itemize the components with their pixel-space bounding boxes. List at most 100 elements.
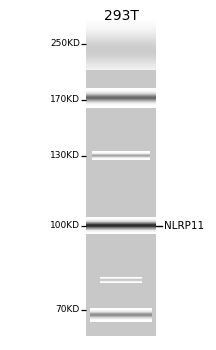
Bar — [86, 25, 156, 27]
Bar — [86, 93, 156, 94]
Bar — [86, 31, 156, 32]
Bar — [86, 106, 156, 107]
Bar — [86, 53, 156, 54]
Bar — [86, 102, 156, 103]
Bar — [86, 92, 156, 93]
Bar — [90, 318, 152, 319]
Bar — [86, 47, 156, 49]
Bar — [86, 88, 156, 89]
Bar — [86, 51, 156, 52]
Bar — [86, 23, 156, 24]
Bar — [86, 42, 156, 43]
Bar — [92, 154, 150, 155]
Bar — [86, 53, 156, 55]
Bar — [86, 38, 156, 40]
Bar — [86, 220, 156, 221]
Bar — [92, 159, 150, 160]
Bar — [86, 37, 156, 39]
Bar — [92, 153, 150, 154]
Bar — [86, 21, 156, 22]
Bar — [86, 24, 156, 25]
Bar — [90, 316, 152, 317]
Bar — [86, 219, 156, 220]
Bar — [86, 65, 156, 66]
Bar — [86, 233, 156, 234]
Bar — [86, 27, 156, 28]
Bar — [86, 39, 156, 41]
Bar — [86, 105, 156, 106]
Bar — [86, 43, 156, 44]
Bar — [92, 152, 150, 153]
Bar — [86, 89, 156, 90]
Bar — [90, 308, 152, 309]
Bar — [92, 157, 150, 158]
Bar — [90, 315, 152, 316]
Bar — [86, 69, 156, 70]
Bar — [86, 97, 156, 98]
Bar — [86, 50, 156, 51]
Text: 250KD: 250KD — [50, 39, 80, 48]
Bar — [92, 158, 150, 159]
Bar — [86, 28, 156, 29]
Bar — [92, 154, 150, 155]
Bar — [86, 230, 156, 231]
Bar — [90, 320, 152, 321]
Bar — [86, 61, 156, 63]
Bar — [90, 309, 152, 310]
Bar — [86, 21, 156, 336]
Bar — [86, 49, 156, 50]
Bar — [90, 310, 152, 311]
Bar — [86, 228, 156, 229]
Bar — [86, 48, 156, 49]
Bar — [86, 49, 156, 50]
Bar — [86, 44, 156, 46]
Bar — [86, 60, 156, 61]
Bar — [86, 67, 156, 68]
Bar — [86, 34, 156, 36]
Text: 100KD: 100KD — [50, 221, 80, 230]
Bar — [86, 226, 156, 227]
Bar — [86, 227, 156, 228]
Bar — [86, 229, 156, 230]
Text: 130KD: 130KD — [50, 151, 80, 160]
Bar — [86, 229, 156, 230]
Bar — [86, 50, 156, 51]
Bar — [86, 96, 156, 97]
Bar — [90, 321, 152, 322]
Bar — [86, 66, 156, 67]
Bar — [86, 45, 156, 46]
Bar — [86, 96, 156, 97]
Bar — [86, 22, 156, 23]
Bar — [86, 26, 156, 27]
Bar — [86, 90, 156, 91]
Bar — [90, 319, 152, 320]
Bar — [86, 29, 156, 30]
Bar — [86, 91, 156, 92]
Bar — [90, 313, 152, 314]
Bar — [86, 55, 156, 56]
Bar — [86, 59, 156, 60]
Bar — [86, 32, 156, 33]
Bar — [86, 68, 156, 69]
Bar — [86, 40, 156, 41]
Bar — [90, 314, 152, 315]
Bar — [86, 34, 156, 35]
Bar — [86, 56, 156, 57]
Bar — [86, 224, 156, 225]
Bar — [86, 104, 156, 105]
Bar — [86, 222, 156, 223]
Bar — [86, 35, 156, 36]
Bar — [86, 93, 156, 94]
Bar — [86, 227, 156, 228]
Bar — [86, 30, 156, 32]
Bar — [90, 318, 152, 319]
Bar — [86, 217, 156, 218]
Bar — [86, 33, 156, 34]
Bar — [86, 36, 156, 37]
Bar — [86, 63, 156, 64]
Bar — [92, 159, 150, 160]
Bar — [86, 233, 156, 234]
Bar — [86, 223, 156, 224]
Bar — [86, 46, 156, 47]
Bar — [86, 58, 156, 59]
